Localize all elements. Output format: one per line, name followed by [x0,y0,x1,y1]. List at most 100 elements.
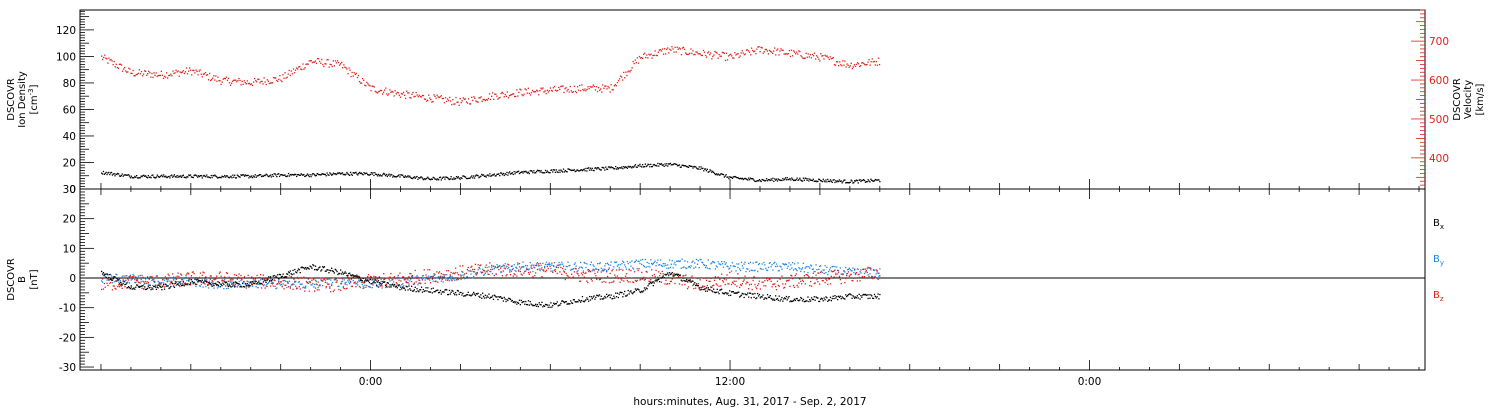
bx-series-point [335,269,337,271]
bx-series-point [296,272,298,274]
bz-series-point [322,280,324,282]
by-series-point [557,264,559,267]
velocity-series-point [321,58,323,61]
by-series-point [405,280,407,283]
bx-series-point [499,296,501,298]
by-series-point [810,264,812,266]
velocity-series-point [161,74,164,76]
by-series-point [596,268,598,270]
bx-series-point [358,277,360,279]
velocity-series-point [577,86,579,88]
bz-series-point [133,275,135,277]
by-series-point [651,262,653,265]
velocity-series-point [195,69,197,71]
bx-series-point [747,292,749,294]
density-series-point [272,175,274,177]
bz-series-point [400,280,402,282]
bx-series-point [260,283,262,285]
bz-series-point [479,265,481,267]
by-series-point [154,281,156,283]
by-series-point [713,261,715,263]
by-series-point [839,267,841,269]
by-series-point [255,286,257,288]
by-series-point [704,264,706,266]
bz-series-point [735,280,737,282]
by-series-point [645,266,647,268]
bx-series-point [129,288,131,290]
bx-series-point [554,303,557,305]
by-series-point [594,268,596,271]
by-series-point [597,263,599,265]
density-series-point [404,175,406,177]
velocity-series-point [457,101,459,103]
bz-series-point [616,275,619,277]
by-series-point [716,266,718,268]
by-series-point [549,263,551,266]
velocity-series-point [160,70,162,72]
density-series-point [312,173,314,175]
by-series-point [283,279,285,282]
velocity-series-point [802,57,804,59]
bz-series-point [520,273,522,275]
bx-series-point [426,290,428,292]
bz-series-point [542,269,544,271]
velocity-series-point [735,54,737,56]
velocity-series-point [575,91,578,94]
bx-series-point [640,291,642,294]
bx-series-point [362,277,364,279]
density-series-point [101,172,103,174]
velocity-series-point [574,90,577,93]
bz-series-point [317,281,319,283]
density-series-point [375,173,377,175]
bx-series-point [393,283,396,286]
by-series-point [186,279,188,282]
bz-series-point [664,283,666,285]
by-series-point [195,285,197,288]
velocity-series-point [410,97,412,99]
bx-series-point [774,299,776,301]
velocity-series-point [209,72,211,75]
bz-series-point [715,283,717,285]
density-series-point [410,177,412,179]
bz-series-point [521,274,523,276]
bz-series-point [516,275,518,277]
bz-series-point [571,276,574,279]
velocity-series-point [348,67,350,69]
bz-series-point [269,285,272,287]
velocity-series-point [536,89,538,91]
density-series-point [342,173,344,176]
bx-series-point [610,294,612,296]
velocity-series-point [333,65,335,67]
velocity-series-point [201,76,203,78]
bz-series-point [794,275,796,277]
bx-series-point [455,291,457,294]
density-series-point [106,173,108,176]
density-series-point [134,175,136,178]
bz-series-point [509,271,511,273]
velocity-series-point [215,75,217,77]
density-series-point [433,177,435,179]
velocity-series-point [561,85,563,87]
by-series-point [799,268,801,270]
by-series-point [202,286,204,288]
density-series-point [498,173,500,175]
by-series-point [355,283,357,285]
by-series-point [230,281,232,284]
bx-series-point [635,289,637,291]
density-series-point [606,168,609,170]
by-series-point [433,274,435,276]
velocity-series-point [415,91,417,94]
bx-series-point [438,291,441,294]
bx-series-point [680,279,682,281]
velocity-series-point [114,66,116,68]
bx-series-point [544,303,547,306]
density-series-point [538,169,540,172]
bz-series-point [814,282,816,284]
bz-series-point [784,286,786,289]
bx-series-point [588,300,590,302]
bz-series-point [680,277,682,279]
by-series-point [856,268,858,270]
velocity-series-point [755,53,757,55]
density-series-point [197,176,199,178]
density-series-point [699,168,701,170]
